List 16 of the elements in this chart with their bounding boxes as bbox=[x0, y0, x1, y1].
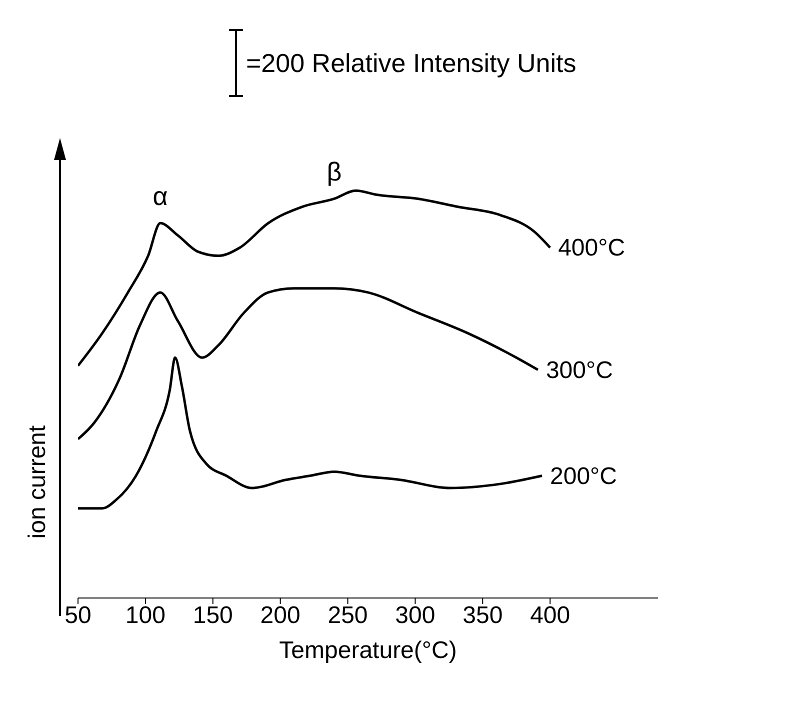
x-tick-label: 400 bbox=[530, 602, 570, 630]
series-label: 200°C bbox=[550, 462, 617, 490]
annotation: β bbox=[326, 156, 342, 187]
x-axis-title: Temperature(°C) bbox=[279, 637, 457, 664]
x-tick-label: 150 bbox=[192, 602, 233, 630]
text: =200 Relative Intensity Units bbox=[246, 48, 576, 78]
y-axis-title: ion current bbox=[24, 424, 52, 541]
x-tick-label: 350 bbox=[462, 602, 503, 630]
x-tick-label: 250 bbox=[328, 602, 368, 630]
x-tick-label: 300 bbox=[395, 602, 436, 630]
x-tick-label: 100 bbox=[125, 602, 166, 630]
annotation: α bbox=[152, 181, 168, 212]
series-label: 300°C bbox=[546, 356, 613, 384]
x-tick-label: 50 bbox=[64, 602, 92, 630]
x-tick-label: 200 bbox=[260, 602, 300, 630]
series-label: 400°C bbox=[558, 234, 626, 262]
